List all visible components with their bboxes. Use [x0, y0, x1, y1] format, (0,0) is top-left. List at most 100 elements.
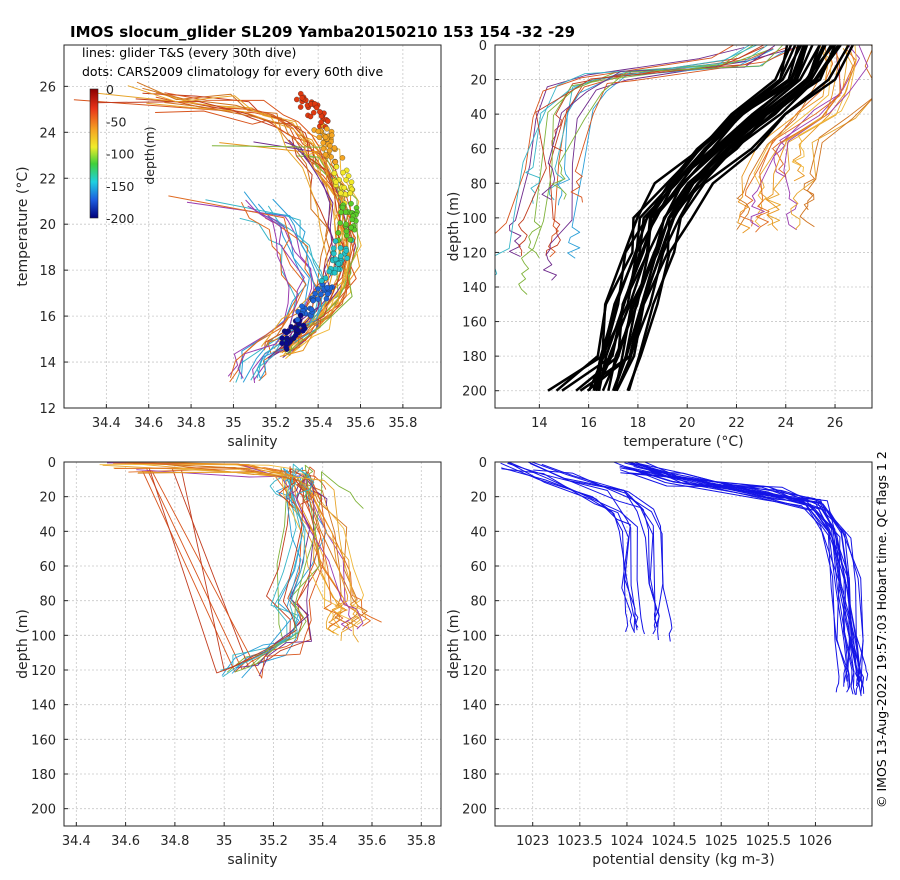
density-data: [500, 462, 869, 697]
ts-glider-line: [259, 198, 323, 381]
ts-clim-dot: [331, 145, 338, 151]
ts-xtick-label: 35: [225, 416, 242, 431]
ts-clim-dot: [320, 145, 327, 152]
ts-clim-dot: [331, 250, 337, 257]
density-glider-line: [632, 462, 860, 695]
salinity-ytick-label: 180: [31, 768, 56, 783]
salinity-xtick-label: 35.6: [358, 834, 387, 849]
density-glider-line: [507, 462, 639, 631]
side-note: © IMOS 13-Aug-2022 19:57:03 Hobart time.…: [874, 451, 889, 808]
density-ytick-label: 140: [462, 699, 487, 714]
ts-clim-dot: [348, 179, 355, 185]
ts-clim-dot: [345, 173, 352, 179]
temperature-glider-line: [755, 47, 841, 233]
ts-clim-dot: [307, 113, 314, 120]
ts-clim-dot: [283, 329, 290, 336]
density-glider-line: [533, 469, 664, 628]
temperature-plot-area: [495, 45, 872, 408]
temperature-glider-line: [495, 45, 735, 235]
ts-clim-dot: [299, 303, 305, 309]
density-glider-line: [500, 462, 629, 632]
ts-plot-area: [64, 45, 441, 408]
ts-clim-dot: [315, 128, 322, 135]
temperature-glider-line: [551, 45, 784, 200]
temperature-glider-line: [541, 45, 775, 200]
ts-clim-dot: [279, 340, 285, 346]
temperature-xtick-label: 26: [827, 416, 844, 431]
salinity-xtick-label: 35.2: [259, 834, 288, 849]
ts-clim-dot: [324, 284, 331, 291]
ts-clim-dot: [315, 286, 321, 292]
density-glider-line: [530, 462, 658, 628]
ts-clim-dot: [349, 216, 355, 223]
salinity-ytick-label: 60: [39, 560, 56, 575]
ts-clim-dot: [293, 332, 299, 339]
temperature-ytick-label: 40: [470, 108, 487, 123]
ts-clim-dot: [341, 184, 348, 191]
salinity-glider-line: [236, 471, 328, 669]
ts-ytick-label: 24: [39, 126, 56, 141]
panel-density: 1023 1023.5 1024 1024.5 1025 1025.5 1026 0 20 40 6…: [446, 456, 872, 868]
density-glider-line: [530, 463, 658, 625]
density-xtick-label: 1024.5: [651, 834, 697, 849]
density-ytick-label: 20: [470, 491, 487, 506]
density-xtick-label: 1025: [705, 834, 738, 849]
density-xtick-label: 1025.5: [746, 834, 792, 849]
panel-ts: 34.4 34.6 34.8 35 35.2 35.4 35.6 35.8 12 14 16 18 20…: [15, 45, 441, 450]
salinity-ytick-label: 160: [31, 733, 56, 748]
panels: 34.4 34.6 34.8 35 35.2 35.4 35.6 35.8 12 14 16 18 20…: [15, 39, 873, 868]
temperature-glider-line: [772, 48, 857, 180]
ts-clim-dot: [332, 256, 339, 263]
ts-clim-dot: [348, 200, 354, 207]
ts-clim-dot: [342, 209, 349, 215]
density-xtick-label: 1024: [610, 834, 643, 849]
ts-ytick-label: 22: [39, 172, 56, 187]
ts-ytick-label: 20: [39, 218, 56, 233]
temperature-xtick-label: 16: [580, 416, 597, 431]
density-xtick-label: 1026: [799, 834, 832, 849]
salinity-glider-line: [258, 474, 315, 677]
ts-clim-dot: [348, 224, 354, 231]
ts-xlabel: salinity: [227, 434, 277, 450]
salinity-xtick-label: 34.4: [62, 834, 91, 849]
ts-clim-dot: [331, 269, 338, 276]
ts-clim-dot: [299, 95, 305, 101]
ts-clim-dot: [344, 255, 350, 261]
density-ytick-label: 180: [462, 768, 487, 783]
legend-lines-text: lines: glider T&S (every 30th dive): [82, 45, 296, 60]
temperature-ytick-label: 20: [470, 74, 487, 89]
density-ytick-label: 80: [470, 595, 487, 610]
temperature-ytick-label: 60: [470, 143, 487, 158]
density-ytick-label: 40: [470, 525, 487, 540]
ts-clim-dot: [330, 245, 337, 252]
colorbar-tick-label: -50: [106, 114, 126, 129]
ts-frame: [63, 44, 442, 409]
density-ytick-label: 100: [462, 629, 487, 644]
ts-clim-dot: [279, 335, 285, 341]
temperature-ytick-label: 180: [462, 350, 487, 365]
temperature-ylabel: depth (m): [446, 192, 462, 262]
ts-clim-dot: [338, 209, 344, 216]
temperature-glider-line: [518, 49, 770, 295]
density-glider-line: [644, 465, 869, 681]
density-xtick-label: 1023: [516, 834, 549, 849]
density-glider-line: [541, 463, 673, 642]
ts-clim-dot: [333, 179, 339, 185]
ts-clim-dot: [331, 170, 338, 177]
temperature-clim-line: [587, 45, 797, 392]
ts-clim-dot: [297, 104, 304, 110]
salinity-xtick-label: 35.8: [407, 834, 436, 849]
panel-temperature: 14 16 18 20 22 24 26 0 20 40 60 80 100 120 140 160 180 20…: [446, 39, 872, 450]
ts-ytick-label: 12: [39, 402, 56, 417]
temperature-frame: [494, 44, 873, 409]
temperature-glider-line: [518, 46, 765, 256]
temperature-glider-line: [783, 45, 869, 231]
density-ytick-label: 0: [479, 456, 487, 471]
density-glider-line: [629, 472, 862, 687]
colorbar-tick-label: -200: [106, 211, 134, 226]
colorbar: [89, 88, 99, 219]
ts-ytick-label: 16: [39, 310, 56, 325]
temperature-xtick-label: 20: [679, 416, 696, 431]
density-glider-line: [613, 462, 840, 693]
temperature-glider-line: [792, 49, 856, 182]
